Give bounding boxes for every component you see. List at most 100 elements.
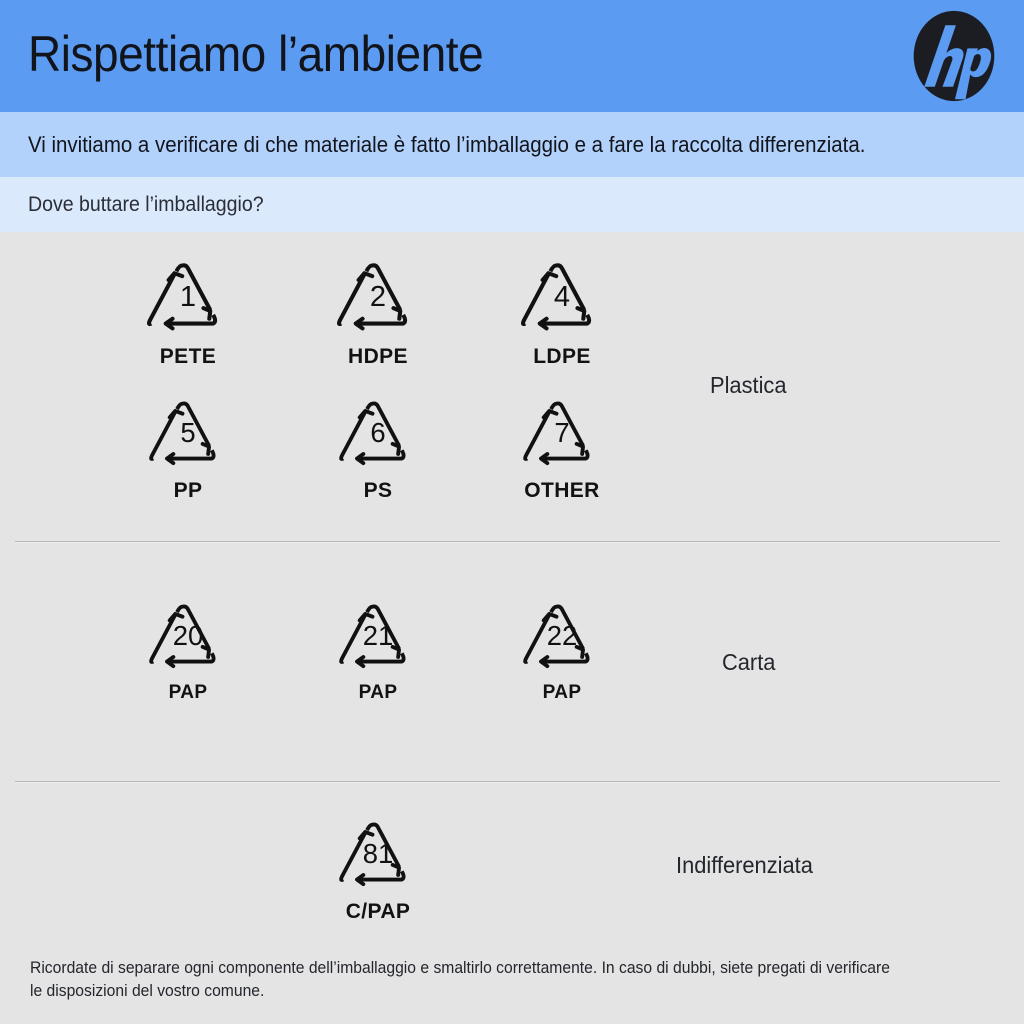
mobius-arrowhead-2 (201, 306, 213, 321)
mobius-arrowhead-3 (539, 655, 550, 669)
mobius-arrowhead-2 (574, 644, 585, 659)
recycling-symbol-label: PAP (168, 681, 208, 703)
mobius-arrowhead-2 (391, 306, 403, 321)
symbol-number: 81 (363, 838, 394, 869)
category-label-carta: Carta (722, 649, 776, 675)
category-label-indifferenziata: Indifferenziata (676, 852, 813, 878)
mobius-arrowhead-3 (537, 316, 549, 331)
mobius-arrowhead-1 (541, 612, 559, 623)
mobius-arrowhead-1 (167, 409, 185, 420)
symbol-number: 1 (180, 281, 196, 313)
symbol-number: 5 (180, 417, 195, 448)
mobius-arrowhead-3 (539, 452, 550, 466)
mobius-segment-1 (146, 273, 177, 327)
mobius-arrowhead-2 (200, 644, 211, 659)
mobius-arrowhead-3 (355, 655, 366, 669)
recycling-symbol-label: PS (363, 478, 393, 502)
section-divider-1 (15, 541, 1000, 543)
mobius-arrowhead-1 (541, 409, 559, 420)
mobius-segment-1 (339, 613, 367, 664)
recycling-symbol-label: PAP (358, 681, 398, 703)
recycling-symbol-label: OTHER (524, 478, 600, 502)
mobius-arrowhead-3 (165, 452, 176, 466)
mobius-arrowhead-1 (357, 830, 375, 841)
header-band: Rispettiamo l’ambiente (0, 0, 1024, 112)
mobius-loop-icon: 6 (339, 401, 406, 466)
mobius-loop-icon: 22 (523, 604, 590, 669)
mobius-segment-3 (540, 313, 592, 326)
section-divider-2 (15, 781, 1000, 783)
mobius-arrowhead-1 (540, 271, 559, 283)
mobius-loop-icon: 7 (523, 401, 590, 466)
mobius-arrowhead-1 (166, 271, 185, 283)
category-label-plastica: Plastica (710, 372, 787, 398)
recycling-symbol-label: C/PAP (345, 899, 411, 923)
mobius-loop-icon: 1 (146, 263, 218, 331)
question-text: Dove buttare l’imballaggio? (28, 192, 264, 216)
mobius-segment-3 (541, 449, 590, 461)
mobius-segment-2 (548, 263, 587, 311)
mobius-segment-3 (356, 313, 408, 326)
mobius-segment-3 (167, 652, 216, 664)
recycling-symbol-ps-6: 6 PS (326, 389, 430, 503)
recycling-symbol-label: PETE (159, 344, 217, 368)
symbol-number: 4 (554, 281, 570, 313)
mobius-segment-2 (549, 604, 585, 650)
symbol-number: 6 (370, 417, 385, 448)
mobius-segment-3 (541, 652, 590, 664)
mobius-segment-2 (365, 822, 401, 868)
mobius-segment-3 (357, 870, 406, 882)
symbol-number: 2 (370, 281, 386, 313)
mobius-segment-1 (520, 273, 551, 327)
mobius-arrowhead-1 (357, 409, 375, 420)
recycling-symbol-hdpe-2: 2 HDPE (323, 250, 433, 369)
mobius-arrowhead-2 (575, 306, 587, 321)
recycling-symbol-pap-22: 22 PAP (510, 592, 614, 704)
hp-logo-icon (913, 10, 995, 102)
mobius-segment-3 (167, 449, 216, 461)
mobius-arrowhead-2 (574, 441, 585, 456)
mobius-segment-1 (336, 273, 367, 327)
recycling-symbol-pap-20: 20 PAP (136, 592, 240, 704)
mobius-loop-icon: 2 (336, 263, 408, 331)
symbol-number: 20 (173, 620, 204, 651)
page-title: Rispettiamo l’ambiente (28, 26, 484, 82)
recycling-symbol-label: PP (173, 478, 203, 502)
subheader-band: Vi invitiamo a verificare di che materia… (0, 112, 1024, 177)
recycling-symbol-pp-5: 5 PP (136, 389, 240, 503)
mobius-arrowhead-1 (356, 271, 375, 283)
recycling-symbol-pete-1: 1 PETE (133, 250, 243, 369)
mobius-segment-2 (365, 604, 401, 650)
mobius-arrowhead-2 (390, 644, 401, 659)
mobius-segment-3 (357, 652, 406, 664)
recycling-symbol-label: PAP (542, 681, 582, 703)
mobius-loop-icon: 4 (520, 263, 592, 331)
mobius-arrowhead-1 (167, 612, 185, 623)
mobius-arrowhead-3 (353, 316, 365, 331)
mobius-segment-1 (523, 613, 551, 664)
mobius-loop-icon: 5 (149, 401, 216, 466)
recycling-symbol-pap-21: 21 PAP (326, 592, 430, 704)
mobius-arrowhead-1 (357, 612, 375, 623)
mobius-segment-1 (523, 410, 551, 461)
mobius-segment-2 (175, 401, 211, 447)
recycling-symbol-ldpe-4: 4 LDPE (507, 250, 617, 369)
recycling-symbol-c-pap-81: 81 C/PAP (326, 810, 430, 924)
mobius-segment-2 (365, 401, 401, 447)
mobius-segment-1 (149, 613, 177, 664)
content-area: 1 PETE 2 HDPE 4 LDPE 5 PP 6 PS 7 OTHER 20 PAP 21 PAP 22 P… (0, 232, 1024, 1024)
mobius-loop-icon: 20 (149, 604, 216, 669)
mobius-arrowhead-2 (390, 862, 401, 877)
mobius-arrowhead-3 (163, 316, 175, 331)
mobius-segment-3 (357, 449, 406, 461)
mobius-segment-3 (166, 313, 218, 326)
mobius-arrowhead-3 (165, 655, 176, 669)
mobius-segment-2 (549, 401, 585, 447)
mobius-segment-2 (174, 263, 213, 311)
recycling-symbol-label: LDPE (533, 344, 591, 368)
recycling-symbol-other-7: 7 OTHER (510, 389, 614, 503)
mobius-loop-icon: 21 (339, 604, 406, 669)
recycling-symbol-label: HDPE (348, 344, 408, 368)
mobius-arrowhead-2 (200, 441, 211, 456)
